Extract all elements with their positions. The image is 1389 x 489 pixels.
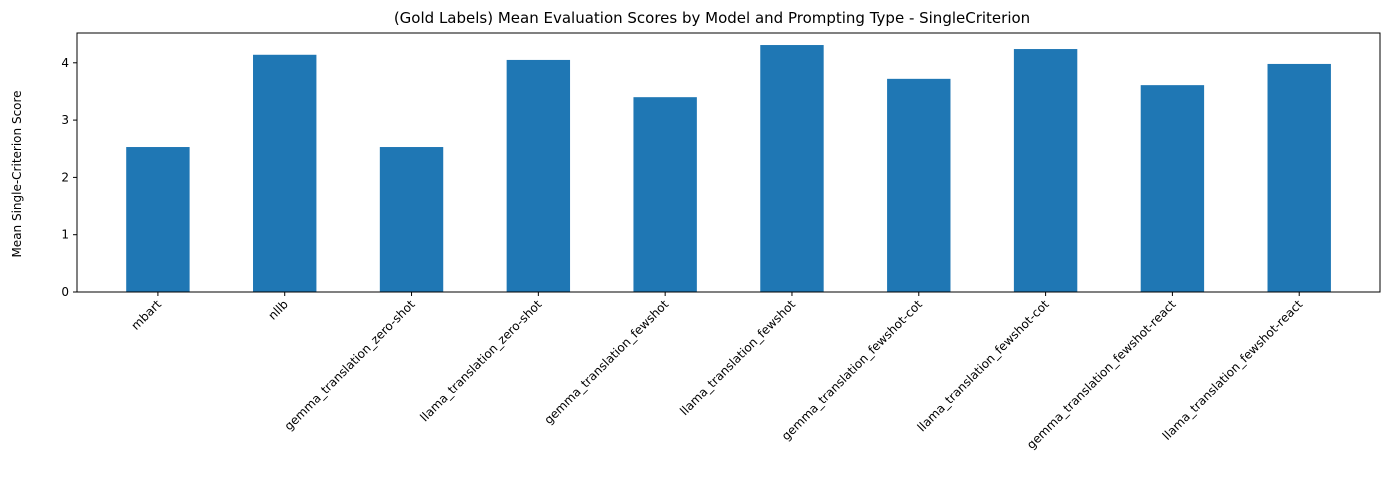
x-tick-label: gemma_translation_fewshot-react [1024,297,1179,452]
y-tick-label: 4 [61,56,69,70]
bar-nllb [253,54,317,292]
x-tick-label: llama_translation_fewshot-cot [915,297,1052,434]
bar-llama_translation_fewshot [760,45,824,292]
bar-gemma_translation_fewshot-cot [887,78,951,293]
y-tick-label: 1 [61,228,69,242]
bar-gemma_translation_zero-shot [379,147,444,292]
x-tick-label: gemma_translation_fewshot [541,297,671,427]
bar-llama_translation_fewshot-cot [1013,49,1078,292]
y-tick-label: 3 [61,113,69,127]
plot-frame [76,32,1381,293]
bar-llama_translation_fewshot-react [1267,63,1331,293]
y-tick-label: 2 [61,170,69,184]
x-tick-label: llama_translation_zero-shot [417,297,544,424]
y-axis-label: Mean Single-Criterion Score [10,90,24,257]
bar-mbart [126,147,190,292]
y-axis-ticks: 0 1 2 3 4 [61,56,77,299]
x-tick-label: llama_translation_fewshot [677,297,798,418]
x-tick-label: nllb [265,297,290,322]
x-tick-label: gemma_translation_zero-shot [282,297,418,433]
bars-group [126,45,1331,293]
bar-llama_translation_zero-shot [506,59,571,293]
bar-gemma_translation_fewshot [633,97,697,292]
x-tick-label: mbart [128,297,164,333]
y-tick-label: 0 [61,285,69,299]
x-tick-label: gemma_translation_fewshot-cot [779,297,925,443]
chart-title: (Gold Labels) Mean Evaluation Scores by … [394,9,1030,27]
bar-gemma_translation_fewshot-react [1140,85,1205,293]
x-tick-label: llama_translation_fewshot-react [1160,297,1306,443]
